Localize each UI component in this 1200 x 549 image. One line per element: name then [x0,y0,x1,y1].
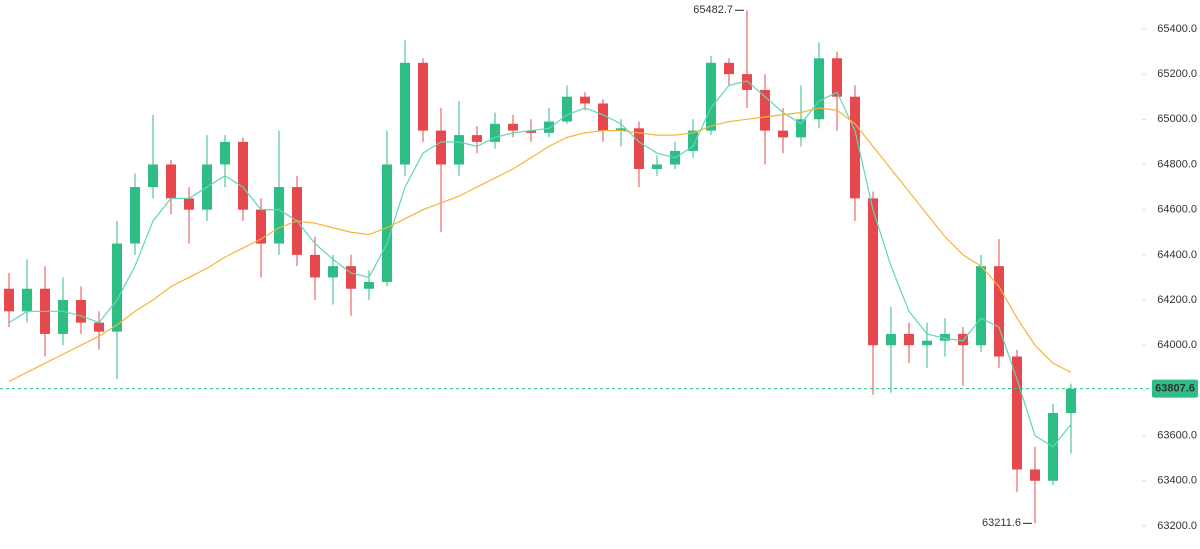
candle-body [310,254,320,278]
candle-body [634,128,644,169]
candle-body [382,164,392,282]
candle-body [598,103,608,131]
candle-body [220,141,230,165]
candle-body [454,135,464,165]
candle-body [148,164,158,188]
candle-body [580,96,590,104]
y-tick-label: 64000.0 [1157,339,1197,351]
candle-body [706,62,716,131]
candle-body [94,322,104,332]
y-tick-label: 64800.0 [1157,158,1197,170]
candle-body [472,135,482,142]
candle-body [778,130,788,138]
candle-body [1030,469,1040,481]
candle-body [796,119,806,138]
candle-body [166,164,176,199]
candle-body [1012,356,1022,470]
candle-body [238,141,248,210]
candle-body [112,243,122,332]
moving-average-line [8,80,1072,448]
last-price-label: 63807.6 [1155,383,1195,395]
candle-body [490,123,500,142]
candle-body [346,266,356,289]
candle-body [418,62,428,131]
candle-body [328,266,338,278]
candle-body [256,209,266,244]
y-tick-label: 65400.0 [1157,23,1197,35]
y-tick-label: 63400.0 [1157,475,1197,487]
candle-body [58,300,68,334]
candle-body [922,340,932,346]
y-tick-label: 65200.0 [1157,68,1197,80]
candle-body [22,288,32,312]
candle-body [868,198,878,346]
candle-body [562,96,572,122]
candle-body [526,130,536,133]
candle-body [364,281,374,289]
y-tick-label: 64600.0 [1157,204,1197,216]
candle-body [544,121,554,133]
y-tick-label: 65000.0 [1157,113,1197,125]
y-tick-label: 64200.0 [1157,294,1197,306]
candle-body [976,266,986,346]
candle-body [274,187,284,244]
candle-body [436,130,446,165]
candle-body [130,187,140,244]
low-annotation: 63211.6 [982,517,1021,529]
candle-body [850,96,860,199]
y-tick-label: 63200.0 [1157,520,1197,532]
candle-body [508,123,518,131]
y-tick-label: 64400.0 [1157,249,1197,261]
candle-body [742,74,752,90]
candle-body [688,130,698,151]
candle-body [832,58,842,97]
candle-body [4,288,14,312]
candle-body [616,128,626,131]
candle-body [184,198,194,210]
candle-body [652,164,662,169]
candle-body [76,300,86,323]
candle-body [400,62,410,165]
candle-body [724,62,734,75]
candle-body [760,89,770,131]
candle-body [994,266,1004,357]
candle-body [904,333,914,346]
candle-body [1066,388,1076,413]
high-annotation: 65482.7 [693,4,733,16]
candle-body [814,58,824,120]
moving-average-line [8,107,1072,382]
candle-body [958,333,968,346]
last-price-box [1152,379,1198,398]
candle-body [886,333,896,346]
y-tick-label: 63600.0 [1157,429,1197,441]
candle-body [940,333,950,341]
